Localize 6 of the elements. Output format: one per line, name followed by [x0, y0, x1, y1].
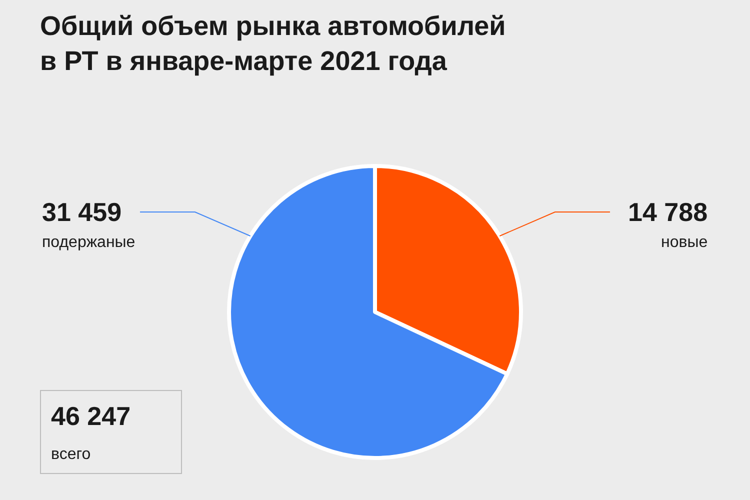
- data-label: 14 788: [628, 197, 708, 227]
- chart-title: Общий объем рынка автомобилей в РТ в январе-марте 2021 года: [40, 11, 506, 76]
- data-label: 31 459: [42, 197, 122, 227]
- slice-label: подержаные: [42, 234, 136, 251]
- slice-label: новые: [661, 234, 708, 251]
- text: 46 247 всего: [51, 401, 131, 463]
